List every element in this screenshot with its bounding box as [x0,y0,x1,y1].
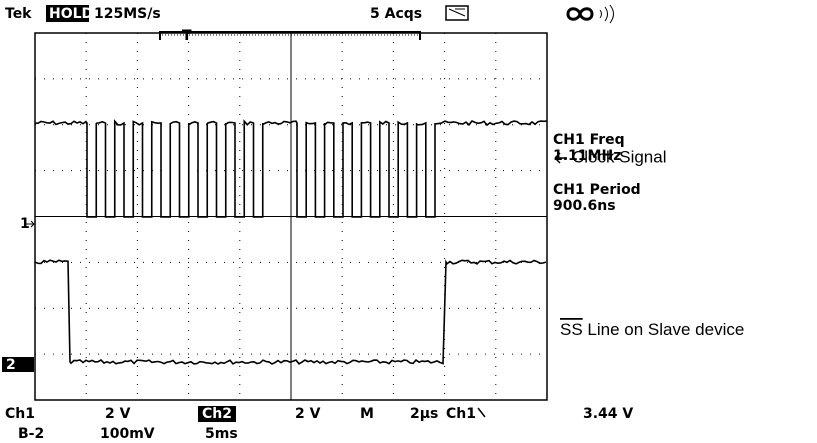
trigger-slope [478,408,485,417]
ch1-scale: 2 V [105,406,131,422]
ch2-marker: 2 [6,357,16,373]
trigger-marker: T [182,28,192,44]
ch1-label: Ch1 [5,406,35,422]
ch2-scale: 2 V [295,406,321,422]
meas-value: 900.6ns [553,198,616,214]
math-scale: 100mV [100,426,155,442]
page: Tek HOLD 125MS/s 5 Acqs T 1 2 CH1 Freq 1… [0,0,817,443]
scope-screen: Tek HOLD 125MS/s 5 Acqs T 1 2 CH1 Freq 1… [0,0,817,443]
ss-annotation: SS Line on Slave device [560,320,744,339]
sound-icon [600,5,614,23]
trigger-source: Ch1 [446,406,476,422]
sample-rate: 125MS/s [94,6,161,22]
acquisitions: 5 Acqs [370,6,422,22]
trigger-level: 3.44 V [583,406,633,422]
brand: Tek [5,6,32,22]
infinity-icon [568,9,592,20]
time-scale: 2µs [410,406,438,422]
ch2-label: Ch2 [202,406,232,422]
math-time: 5ms [205,426,238,442]
mode: HOLD [49,6,93,22]
ss-overline-text: SS [560,320,583,339]
meas-label: CH1 Freq [553,132,625,148]
meas-label: CH1 Period [553,182,641,198]
display-icon-glyph [449,9,465,16]
math-label: B-2 [18,426,44,442]
time-mode: M [360,406,374,422]
clock-annotation: Clock Signal [572,147,667,166]
ss-rest-text: Line on Slave device [583,320,745,339]
